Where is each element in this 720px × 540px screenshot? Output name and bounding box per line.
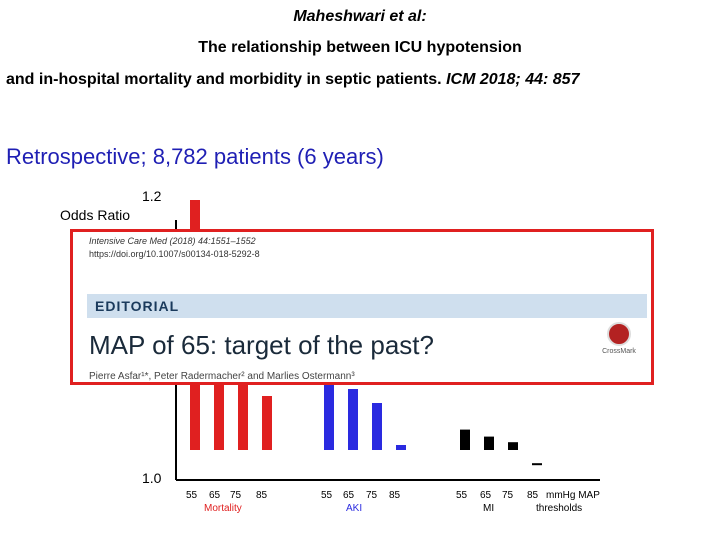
x-tick-aki-75: 75 [366,490,378,501]
crossmark-icon [607,322,631,346]
x-axis-unit-2: thresholds [536,503,583,514]
x-tick-aki-65: 65 [343,490,355,501]
x-tick-mi-85: 85 [527,490,539,501]
authors-line: Maheshwari et al: [293,8,427,25]
x-tick-aki-55: 55 [321,490,333,501]
overlay-authors: Pierre Asfar¹*, Peter Radermacher² and M… [89,371,355,382]
crossmark-badge: CrossMark [589,322,649,355]
group-label-mortality: Mortality [204,503,242,514]
x-tick-mi-55: 55 [456,490,468,501]
bar-mortality-85 [262,396,272,450]
overlay-citation: Intensive Care Med (2018) 44:1551–1552 [89,236,256,246]
x-axis-unit: mmHg MAP [546,490,600,501]
bar-mi-65 [484,436,494,450]
y-tick-label-bottom: 1.0 [142,470,162,486]
paper-title-line2-text: and in-hospital mortality and morbidity … [6,71,442,88]
editorial-overlay: Intensive Care Med (2018) 44:1551–1552 h… [70,229,654,385]
bar-aki-85 [396,445,406,450]
bar-mi-55 [460,429,470,450]
overlay-title: MAP of 65: target of the past? [89,330,434,360]
bar-aki-55 [324,354,334,450]
overlay-section-label: EDITORIAL [95,298,180,314]
x-tick-aki-85: 85 [389,490,401,501]
group-label-aki: AKI [346,503,363,514]
bar-mi-75 [508,442,518,450]
overlay-doi: https://doi.org/10.1007/s00134-018-5292-… [89,249,260,259]
study-subtitle: Retrospective; 8,782 patients (6 years) [6,144,384,169]
bar-mi-85 [532,463,542,466]
x-tick-mi-75: 75 [502,490,514,501]
x-tick-mortality-55: 55 [186,490,198,501]
bar-aki-75 [372,403,382,450]
x-tick-mi-65: 65 [480,490,492,501]
group-label-mi: MI [483,503,495,514]
paper-title-line1: The relationship between ICU hypotension [198,39,522,56]
y-tick-label-top: 1.2 [142,188,162,204]
overlay-section-bar: EDITORIAL [87,294,647,318]
y-axis-label: Odds Ratio [60,207,131,223]
bar-mortality-75 [238,326,248,450]
journal-ref: ICM 2018; 44: 857 [446,71,580,88]
x-tick-mortality-75: 75 [230,490,242,501]
x-tick-mortality-85: 85 [256,490,268,501]
crossmark-label: CrossMark [602,348,636,355]
x-tick-mortality-65: 65 [209,490,221,501]
bar-aki-65 [348,389,358,450]
paper-title-line2: and in-hospital mortality and morbidity … [6,71,579,89]
